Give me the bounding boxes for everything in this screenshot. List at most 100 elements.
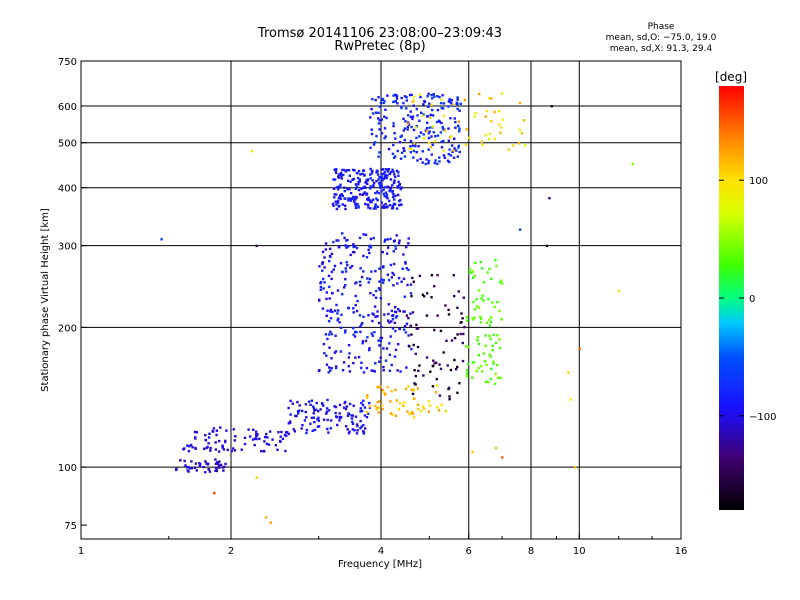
data-point: [481, 370, 484, 373]
data-point: [394, 137, 397, 140]
data-point: [428, 102, 431, 105]
data-point: [204, 460, 207, 463]
data-point: [351, 420, 354, 423]
data-point: [384, 108, 387, 111]
data-point: [322, 418, 326, 421]
data-point: [295, 414, 298, 418]
data-point: [372, 313, 375, 316]
data-point: [393, 132, 396, 135]
data-point: [426, 121, 429, 125]
data-point: [375, 171, 378, 174]
data-point: [485, 321, 489, 324]
data-point: [350, 264, 354, 268]
data-point: [409, 151, 413, 154]
data-point: [388, 204, 392, 207]
data-point: [339, 350, 343, 353]
data-point: [323, 352, 326, 355]
data-point: [317, 410, 320, 413]
data-point: [398, 199, 401, 203]
data-point: [396, 102, 399, 105]
phase-heading: Phase: [647, 22, 675, 32]
data-point: [403, 138, 406, 142]
data-point: [448, 98, 451, 101]
data-point: [336, 199, 340, 202]
data-point: [381, 206, 384, 209]
data-point: [397, 171, 400, 174]
data-point: [485, 363, 488, 367]
data-point: [324, 242, 328, 245]
data-point: [386, 174, 389, 177]
data-point: [488, 324, 491, 327]
data-point: [431, 114, 435, 117]
data-point: [578, 347, 581, 350]
data-point: [380, 177, 384, 180]
data-point: [416, 159, 419, 162]
data-point: [442, 149, 445, 152]
data-point: [329, 255, 332, 259]
data-point: [412, 99, 415, 102]
data-point: [494, 372, 497, 376]
data-point: [386, 319, 390, 322]
data-point: [373, 206, 377, 209]
data-point: [184, 464, 187, 467]
data-point: [310, 416, 314, 419]
data-point: [288, 420, 292, 423]
data-point: [337, 239, 340, 242]
data-point: [484, 133, 487, 137]
data-point: [430, 135, 433, 138]
data-point: [455, 149, 458, 152]
data-point: [461, 317, 464, 320]
data-point: [500, 282, 504, 285]
data-point: [567, 371, 570, 374]
data-point: [377, 155, 380, 158]
data-point: [310, 399, 314, 402]
data-point: [473, 308, 477, 311]
data-point: [402, 129, 405, 132]
data-point: [250, 150, 253, 153]
data-point: [435, 120, 439, 124]
data-point: [348, 187, 351, 191]
data-point: [328, 297, 331, 300]
data-point: [436, 108, 440, 112]
data-point: [395, 169, 399, 173]
data-point: [447, 105, 450, 108]
data-point: [359, 173, 362, 176]
data-point: [312, 416, 316, 419]
data-point: [243, 436, 247, 439]
data-point: [461, 359, 465, 363]
data-point: [222, 469, 225, 472]
data-point: [569, 398, 572, 401]
data-point: [335, 193, 338, 196]
data-point: [430, 274, 434, 277]
data-point: [470, 271, 473, 274]
data-point: [342, 168, 346, 172]
data-point: [435, 377, 438, 381]
data-point: [380, 175, 383, 179]
data-point: [258, 437, 261, 441]
data-point: [441, 94, 444, 97]
data-point: [403, 95, 407, 98]
data-point: [370, 270, 373, 273]
data-point: [342, 406, 346, 409]
data-point: [337, 205, 340, 208]
data-point: [471, 376, 474, 379]
data-point: [218, 466, 221, 469]
data-point: [329, 330, 332, 333]
data-point: [409, 145, 412, 148]
data-point: [331, 291, 334, 295]
data-point: [398, 239, 401, 242]
data-point: [427, 410, 431, 413]
data-point: [500, 279, 503, 282]
data-point: [425, 356, 429, 359]
data-point: [418, 135, 421, 138]
data-points: [160, 92, 635, 524]
data-point: [393, 321, 396, 325]
data-point: [479, 260, 483, 264]
data-point: [413, 382, 416, 385]
data-point: [357, 169, 361, 173]
data-point: [335, 365, 338, 368]
data-point: [384, 202, 387, 206]
data-point: [437, 409, 441, 412]
data-point: [500, 92, 504, 95]
data-point: [452, 274, 455, 277]
